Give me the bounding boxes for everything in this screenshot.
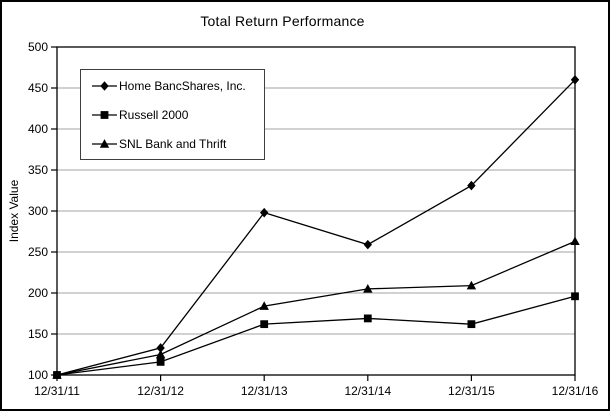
triangle-marker-icon xyxy=(92,138,117,150)
x-tick-label-1: 12/31/12 xyxy=(137,384,184,398)
legend-entry-home-bancshares-inc: Home BancShares, Inc. xyxy=(92,71,264,100)
diamond-marker-icon xyxy=(92,80,117,92)
y-tick-label-450: 450 xyxy=(28,81,48,95)
series-russell-2000 xyxy=(53,292,579,379)
legend-marker-russell-2000 xyxy=(100,110,109,119)
data-point-snl-bank-and-thrift-5 xyxy=(570,236,580,246)
data-point-snl-bank-and-thrift-0 xyxy=(52,370,62,379)
x-tick-label-3: 12/31/14 xyxy=(344,384,391,398)
y-tick-label-300: 300 xyxy=(28,204,48,218)
data-point-russell-2000-1 xyxy=(156,357,165,366)
x-tick-label-2: 12/31/13 xyxy=(241,384,288,398)
data-point-snl-bank-and-thrift-4 xyxy=(466,280,477,290)
data-point-home-bancshares-inc-5 xyxy=(570,75,580,85)
y-tick-label-200: 200 xyxy=(28,286,48,300)
data-point-snl-bank-and-thrift-1 xyxy=(155,349,166,359)
data-point-home-bancshares-inc-2 xyxy=(260,207,269,218)
y-tick-label-400: 400 xyxy=(28,122,48,136)
y-tick-label-350: 350 xyxy=(28,163,48,177)
data-point-russell-2000-4 xyxy=(467,320,476,329)
data-point-snl-bank-and-thrift-2 xyxy=(259,301,269,310)
series-line-russell-2000 xyxy=(56,295,576,376)
legend-marker-home-bancshares-inc xyxy=(100,80,109,91)
data-point-russell-2000-3 xyxy=(363,314,372,323)
chart-title: Total Return Performance xyxy=(200,13,365,29)
data-point-russell-2000-5 xyxy=(571,292,579,301)
series-snl-bank-and-thrift xyxy=(52,236,580,379)
x-tick-label-0: 12/31/11 xyxy=(34,384,80,398)
data-point-home-bancshares-inc-4 xyxy=(467,180,476,191)
y-tick-label-100: 100 xyxy=(28,368,48,382)
legend-entry-russell-2000: Russell 2000 xyxy=(92,100,264,129)
legend-label: Russell 2000 xyxy=(119,107,189,122)
legend-label: SNL Bank and Thrift xyxy=(119,136,227,151)
x-tick-label-5: 12/31/16 xyxy=(552,384,599,398)
square-marker-icon xyxy=(92,109,117,121)
y-tick-label-500: 500 xyxy=(28,40,48,54)
x-tick-label-4: 12/31/15 xyxy=(448,384,495,398)
legend-label: Home BancShares, Inc. xyxy=(119,78,246,93)
series-line-snl-bank-and-thrift xyxy=(56,240,576,376)
data-point-home-bancshares-inc-3 xyxy=(363,239,372,250)
legend: Home BancShares, Inc. Russell 2000 SNL Ban… xyxy=(80,69,265,160)
series-line-home-bancshares-inc xyxy=(56,79,576,376)
y-tick-label-250: 250 xyxy=(28,245,48,259)
y-axis-title: Index Value xyxy=(7,179,21,243)
y-tick-label-150: 150 xyxy=(28,327,48,341)
data-point-home-bancshares-inc-1 xyxy=(156,343,165,353)
legend-marker-snl-bank-and-thrift xyxy=(99,138,110,148)
legend-entry-snl-bank-and-thrift: SNL Bank and Thrift xyxy=(92,129,264,158)
data-point-snl-bank-and-thrift-3 xyxy=(363,284,373,293)
data-point-russell-2000-2 xyxy=(260,320,269,329)
